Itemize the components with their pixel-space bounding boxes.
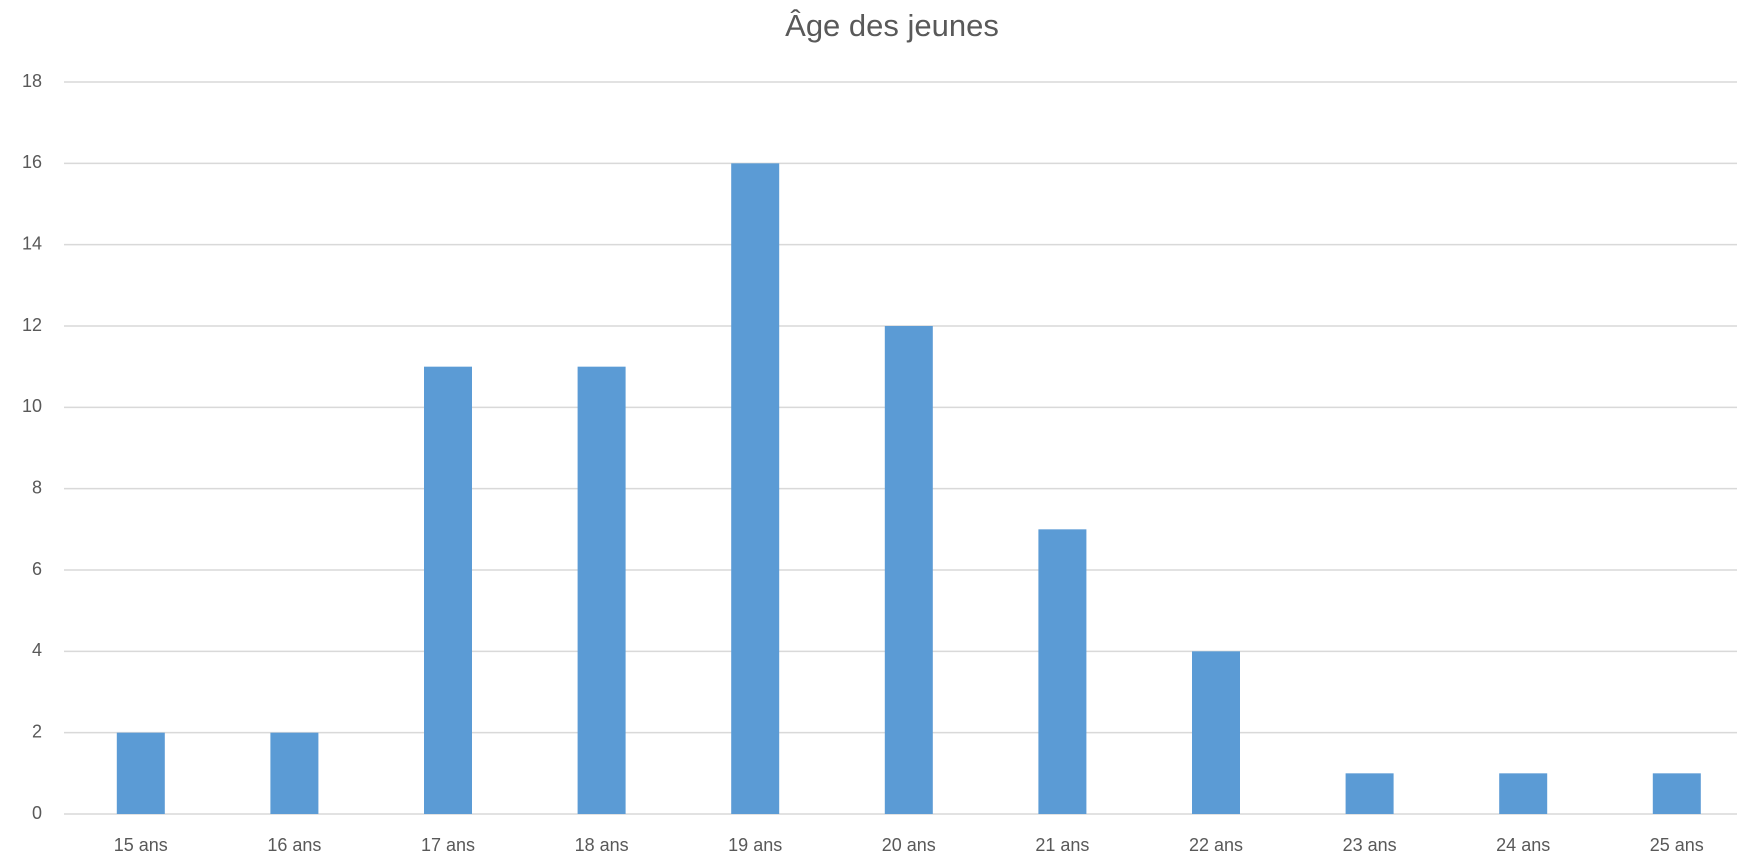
x-tick-label: 25 ans [1650, 835, 1704, 855]
y-tick-label: 10 [22, 396, 42, 416]
x-tick-label: 19 ans [728, 835, 782, 855]
x-tick-label: 20 ans [882, 835, 936, 855]
y-tick-label: 8 [32, 477, 42, 497]
bar [116, 732, 165, 814]
bar [577, 366, 626, 814]
bar [1192, 651, 1240, 814]
y-tick-label: 6 [32, 559, 42, 579]
y-tick-label: 18 [22, 71, 42, 91]
y-tick-label: 4 [32, 640, 42, 660]
bar [1345, 773, 1394, 814]
bar [424, 366, 472, 814]
x-tick-label: 16 ans [267, 835, 321, 855]
y-tick-label: 0 [32, 803, 42, 823]
bar [270, 732, 319, 814]
y-tick-label: 2 [32, 721, 42, 741]
x-tick-label: 18 ans [575, 835, 629, 855]
bar [1652, 773, 1701, 814]
x-tick-label: 17 ans [421, 835, 475, 855]
bar [731, 163, 780, 815]
chart-title: Âge des jeunes [785, 8, 999, 43]
x-tick-label: 22 ans [1189, 835, 1243, 855]
y-tick-label: 14 [22, 233, 42, 253]
x-tick-label: 24 ans [1496, 835, 1550, 855]
y-tick-label: 16 [22, 152, 42, 172]
y-tick-label: 12 [22, 315, 42, 335]
bar [1038, 529, 1087, 814]
x-tick-label: 15 ans [114, 835, 168, 855]
bar [1499, 773, 1548, 814]
x-tick-label: 23 ans [1343, 835, 1397, 855]
bar [884, 326, 933, 814]
x-tick-label: 21 ans [1035, 835, 1089, 855]
